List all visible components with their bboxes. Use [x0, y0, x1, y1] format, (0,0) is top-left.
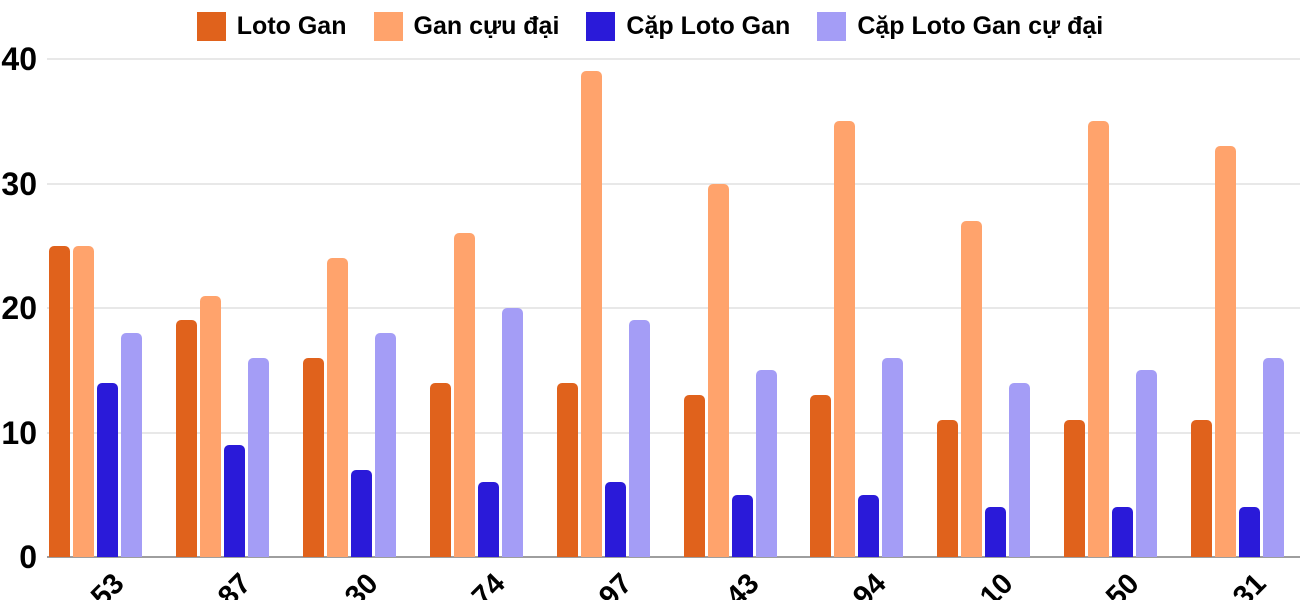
- bar-cặp-loto-gan-cự-đại-97[interactable]: [628, 320, 650, 557]
- bar-loto-gan-74[interactable]: [429, 382, 451, 557]
- bar-gan-cựu-đại-87[interactable]: [199, 295, 221, 557]
- bar-cặp-loto-gan-31[interactable]: [1239, 507, 1261, 557]
- legend-label: Cặp Loto Gan: [626, 12, 791, 40]
- bar-cặp-loto-gan-97[interactable]: [604, 482, 626, 557]
- y-axis-tick-label: 10: [1, 414, 37, 451]
- bar-cặp-loto-gan-cự-đại-30[interactable]: [374, 332, 396, 557]
- legend-item-2[interactable]: Cặp Loto Gan: [586, 11, 790, 41]
- x-axis-tick-label: 10: [973, 567, 1020, 600]
- x-axis-tick-label: 97: [592, 567, 639, 600]
- bar-cặp-loto-gan-cự-đại-53[interactable]: [121, 332, 142, 557]
- legend-label: Loto Gan: [236, 12, 347, 40]
- bar-loto-gan-50[interactable]: [1064, 420, 1086, 557]
- bar-cặp-loto-gan-cự-đại-50[interactable]: [1136, 370, 1158, 557]
- y-axis-tick-label: 20: [1, 290, 37, 326]
- x-axis-tick-label: 94: [846, 567, 893, 600]
- gridline-y-40: [47, 58, 1300, 60]
- bar-gan-cựu-đại-30[interactable]: [326, 258, 348, 557]
- legend-item-0[interactable]: Loto Gan: [196, 11, 347, 41]
- bar-gan-cựu-đại-53[interactable]: [73, 245, 94, 557]
- x-axis-tick-label: 87: [212, 567, 258, 600]
- bar-gan-cựu-đại-10[interactable]: [961, 220, 983, 557]
- legend-item-3[interactable]: Cặp Loto Gan cự đại: [817, 11, 1103, 41]
- bar-gan-cựu-đại-43[interactable]: [707, 183, 729, 557]
- bar-cặp-loto-gan-74[interactable]: [477, 482, 499, 557]
- bar-cặp-loto-gan-30[interactable]: [350, 469, 372, 557]
- gridline-y-20: [47, 307, 1300, 309]
- bar-loto-gan-53[interactable]: [49, 245, 70, 557]
- bar-loto-gan-43[interactable]: [683, 395, 705, 557]
- legend-label: Cặp Loto Gan cự đại: [857, 12, 1104, 40]
- bar-cặp-loto-gan-cự-đại-74[interactable]: [501, 308, 523, 557]
- bar-loto-gan-97[interactable]: [556, 382, 578, 557]
- x-axis-tick-label: 31: [1227, 567, 1273, 600]
- bar-cặp-loto-gan-43[interactable]: [731, 494, 753, 557]
- gridline-y-30: [47, 182, 1300, 185]
- legend: Loto Gan Gan cựu đại Cặp Loto Gan Cặp Loto …: [0, 11, 1300, 41]
- bar-loto-gan-30[interactable]: [302, 357, 324, 557]
- bar-loto-gan-31[interactable]: [1191, 420, 1213, 557]
- bar-cặp-loto-gan-cự-đại-87[interactable]: [247, 357, 269, 557]
- bar-gan-cựu-đại-94[interactable]: [834, 121, 856, 557]
- bar-cặp-loto-gan-50[interactable]: [1112, 507, 1134, 557]
- bar-cặp-loto-gan-cự-đại-43[interactable]: [755, 370, 777, 557]
- bar-cặp-loto-gan-53[interactable]: [97, 382, 118, 557]
- bar-gan-cựu-đại-31[interactable]: [1215, 146, 1237, 557]
- x-axis-tick-label: 43: [719, 567, 766, 600]
- y-axis-tick-label: 0: [19, 539, 37, 575]
- bar-loto-gan-10[interactable]: [937, 420, 959, 557]
- bar-gan-cựu-đại-97[interactable]: [580, 71, 602, 557]
- bar-cặp-loto-gan-94[interactable]: [858, 494, 880, 557]
- gridline-y-10: [47, 431, 1300, 434]
- legend-swatch-icon: [196, 11, 226, 41]
- bar-loto-gan-94[interactable]: [810, 395, 832, 557]
- bar-gan-cựu-đại-74[interactable]: [453, 233, 475, 557]
- bar-gan-cựu-đại-50[interactable]: [1088, 121, 1110, 557]
- bar-loto-gan-87[interactable]: [175, 320, 197, 557]
- legend-swatch-icon: [586, 11, 616, 41]
- x-axis-tick-label: 53: [85, 567, 131, 600]
- y-axis-tick-label: 30: [1, 165, 37, 202]
- legend-label: Gan cựu đại: [413, 12, 560, 40]
- x-axis-tick-label: 30: [339, 567, 385, 600]
- x-axis-tick-label: 50: [1100, 567, 1146, 600]
- legend-swatch-icon: [817, 11, 847, 41]
- x-axis-tick-label: 74: [465, 567, 512, 600]
- bar-cặp-loto-gan-cự-đại-10[interactable]: [1009, 382, 1031, 557]
- bar-cặp-loto-gan-cự-đại-31[interactable]: [1263, 357, 1285, 557]
- bar-cặp-loto-gan-87[interactable]: [223, 444, 245, 557]
- legend-item-1[interactable]: Gan cựu đại: [373, 11, 560, 41]
- y-axis-tick-label: 40: [1, 41, 37, 77]
- x-axis-line: [47, 556, 1300, 558]
- bar-cặp-loto-gan-cự-đại-94[interactable]: [882, 357, 904, 557]
- bar-cặp-loto-gan-10[interactable]: [985, 507, 1007, 557]
- legend-swatch-icon: [373, 11, 403, 41]
